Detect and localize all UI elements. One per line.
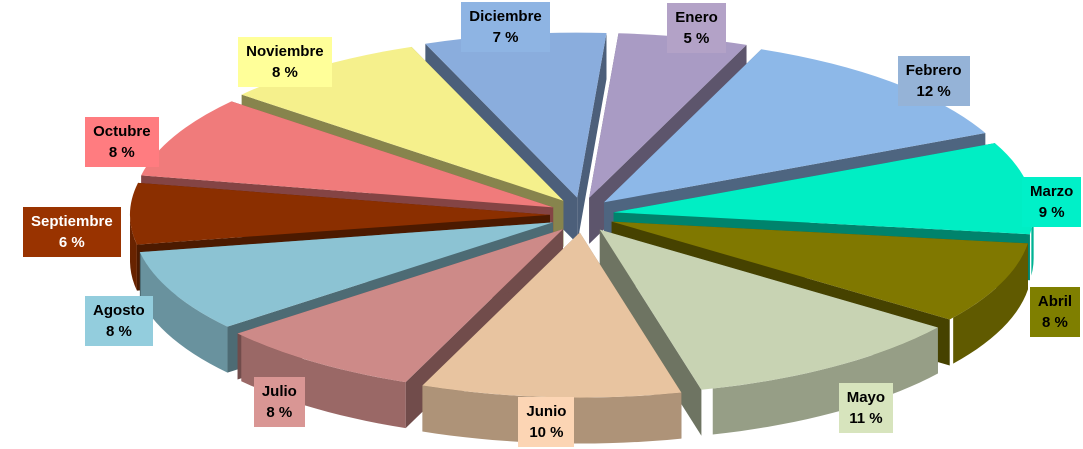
- label-category: Octubre: [93, 123, 151, 141]
- label-value: 5 %: [683, 30, 710, 48]
- label-category: Febrero: [905, 61, 962, 79]
- label-julio: Julio 8 %: [253, 377, 305, 428]
- label-value: 12 %: [916, 82, 951, 100]
- label-value: 8 %: [105, 323, 132, 341]
- slice-rim: [241, 335, 406, 429]
- label-category: Enero: [675, 9, 718, 27]
- slice-top: [425, 32, 607, 198]
- slice-top: [604, 49, 986, 203]
- label-enero: Enero 5 %: [667, 3, 726, 54]
- slice-top: [599, 229, 938, 390]
- slice-top: [611, 221, 1028, 320]
- label-category: Septiembre: [31, 212, 113, 230]
- slice-top: [141, 101, 554, 208]
- label-value: 8 %: [108, 144, 135, 162]
- slice-top: [130, 182, 551, 245]
- label-value: 8 %: [1042, 313, 1068, 331]
- label-value: 8 %: [271, 64, 298, 82]
- label-category: Diciembre: [469, 8, 542, 25]
- label-category: Abril: [1037, 292, 1073, 310]
- label-category: Marzo: [1030, 182, 1074, 200]
- slice-rim: [712, 327, 938, 435]
- slice-julio: [237, 229, 564, 429]
- slice-rim: [130, 216, 137, 291]
- label-value: 7 %: [492, 29, 519, 46]
- slice-top: [237, 229, 564, 383]
- pie-slices: [130, 32, 1034, 444]
- slice-top: [139, 222, 553, 327]
- label-abril: Abril 8 %: [1029, 286, 1081, 337]
- label-septiembre: Septiembre 6 %: [23, 206, 121, 257]
- label-mayo: Mayo 11 %: [838, 382, 894, 433]
- label-febrero: Febrero 12 %: [897, 55, 970, 106]
- label-octubre: Octubre 8 %: [85, 117, 159, 168]
- slice-top: [589, 33, 747, 198]
- label-value: 8 %: [266, 404, 293, 422]
- slice-junio: [422, 232, 682, 444]
- label-value: 10 %: [529, 424, 564, 441]
- label-category: Mayo: [846, 388, 886, 406]
- slice-top: [422, 232, 682, 398]
- label-value: 6 %: [58, 233, 85, 251]
- label-category: Julio: [261, 383, 297, 401]
- slice-rim: [953, 243, 1028, 364]
- slice-top: [613, 143, 1034, 235]
- label-value: 9 %: [1038, 203, 1065, 221]
- label-category: Agosto: [93, 302, 145, 320]
- label-agosto: Agosto 8 %: [85, 296, 153, 347]
- slice-rim: [1031, 212, 1034, 276]
- slice-rim: [140, 254, 228, 373]
- label-junio: Junio 10 %: [518, 397, 575, 447]
- label-noviembre: Noviembre 8 %: [238, 37, 332, 88]
- label-category: Noviembre: [246, 43, 324, 61]
- label-marzo: Marzo 9 %: [1022, 176, 1082, 227]
- label-value: 11 %: [849, 409, 883, 427]
- slice-wall-end: [577, 32, 607, 244]
- label-category: Junio: [526, 403, 567, 420]
- label-diciembre: Diciembre 7 %: [461, 2, 550, 52]
